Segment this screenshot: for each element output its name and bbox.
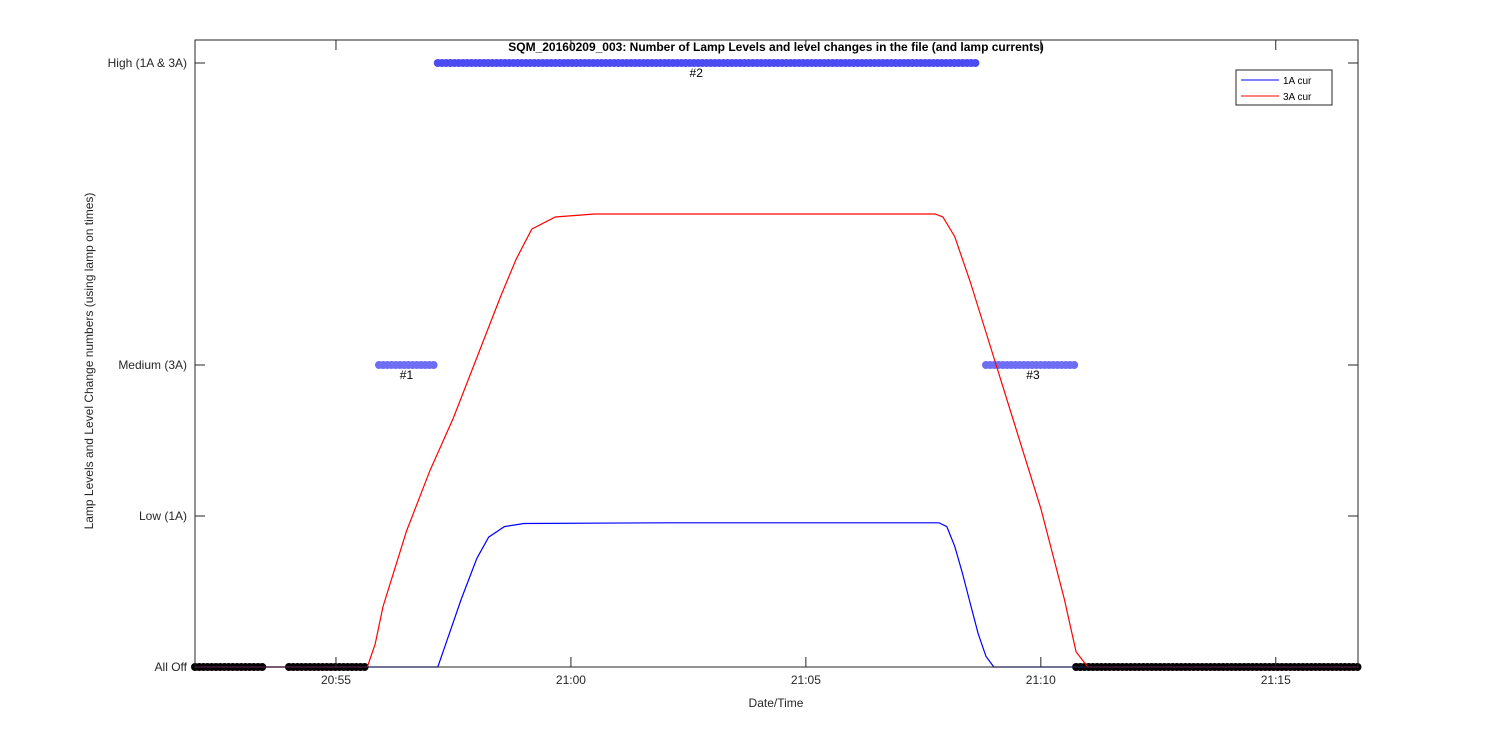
- plot-frame: [194, 39, 1359, 668]
- plot-area: [195, 40, 1358, 667]
- x-axis-title: Date/Time: [749, 696, 804, 710]
- series-line-3a-cur: [195, 213, 1358, 668]
- x-tick-label-1: 21:00: [556, 673, 586, 687]
- annotation-label-2: #3: [1026, 368, 1040, 382]
- x-tick-label-4: 21:15: [1261, 673, 1291, 687]
- legend[interactable]: 1A cur 3A cur: [1235, 69, 1333, 106]
- y-axis-title: Lamp Levels and Level Change numbers (us…: [82, 193, 96, 530]
- annotations: #1 #2 #3: [400, 66, 1040, 382]
- y-tick-label-1: Low (1A): [139, 509, 187, 523]
- y-axis: All Off Low (1A) Medium (3A) High (1A & 3A): [108, 56, 1358, 674]
- annotation-label-0: #1: [400, 368, 414, 382]
- x-tick-label-0: 20:55: [321, 673, 351, 687]
- legend-label-1a-cur: 1A cur: [1283, 76, 1312, 87]
- marker-point-2-0: [971, 59, 980, 67]
- marker-point-1-0: [429, 361, 438, 369]
- legend-label-3a-cur: 3A cur: [1283, 92, 1312, 103]
- legend-box: [1235, 69, 1333, 106]
- y-tick-label-3: High (1A & 3A): [108, 56, 187, 70]
- y-tick-label-0: All Off: [155, 660, 188, 674]
- chart-title: SQM_20160209_003: Number of Lamp Levels …: [508, 40, 1044, 54]
- x-tick-label-3: 21:10: [1026, 673, 1056, 687]
- current-lines: [195, 213, 1358, 668]
- x-axis: 20:55 21:00 21:05 21:10 21:15: [321, 40, 1291, 687]
- annotation-label-1: #2: [690, 66, 704, 80]
- marker-point-3-0: [1070, 361, 1079, 369]
- x-tick-label-2: 21:05: [791, 673, 821, 687]
- series-line-1a-cur: [195, 522, 1358, 668]
- y-tick-label-2: Medium (3A): [118, 358, 187, 372]
